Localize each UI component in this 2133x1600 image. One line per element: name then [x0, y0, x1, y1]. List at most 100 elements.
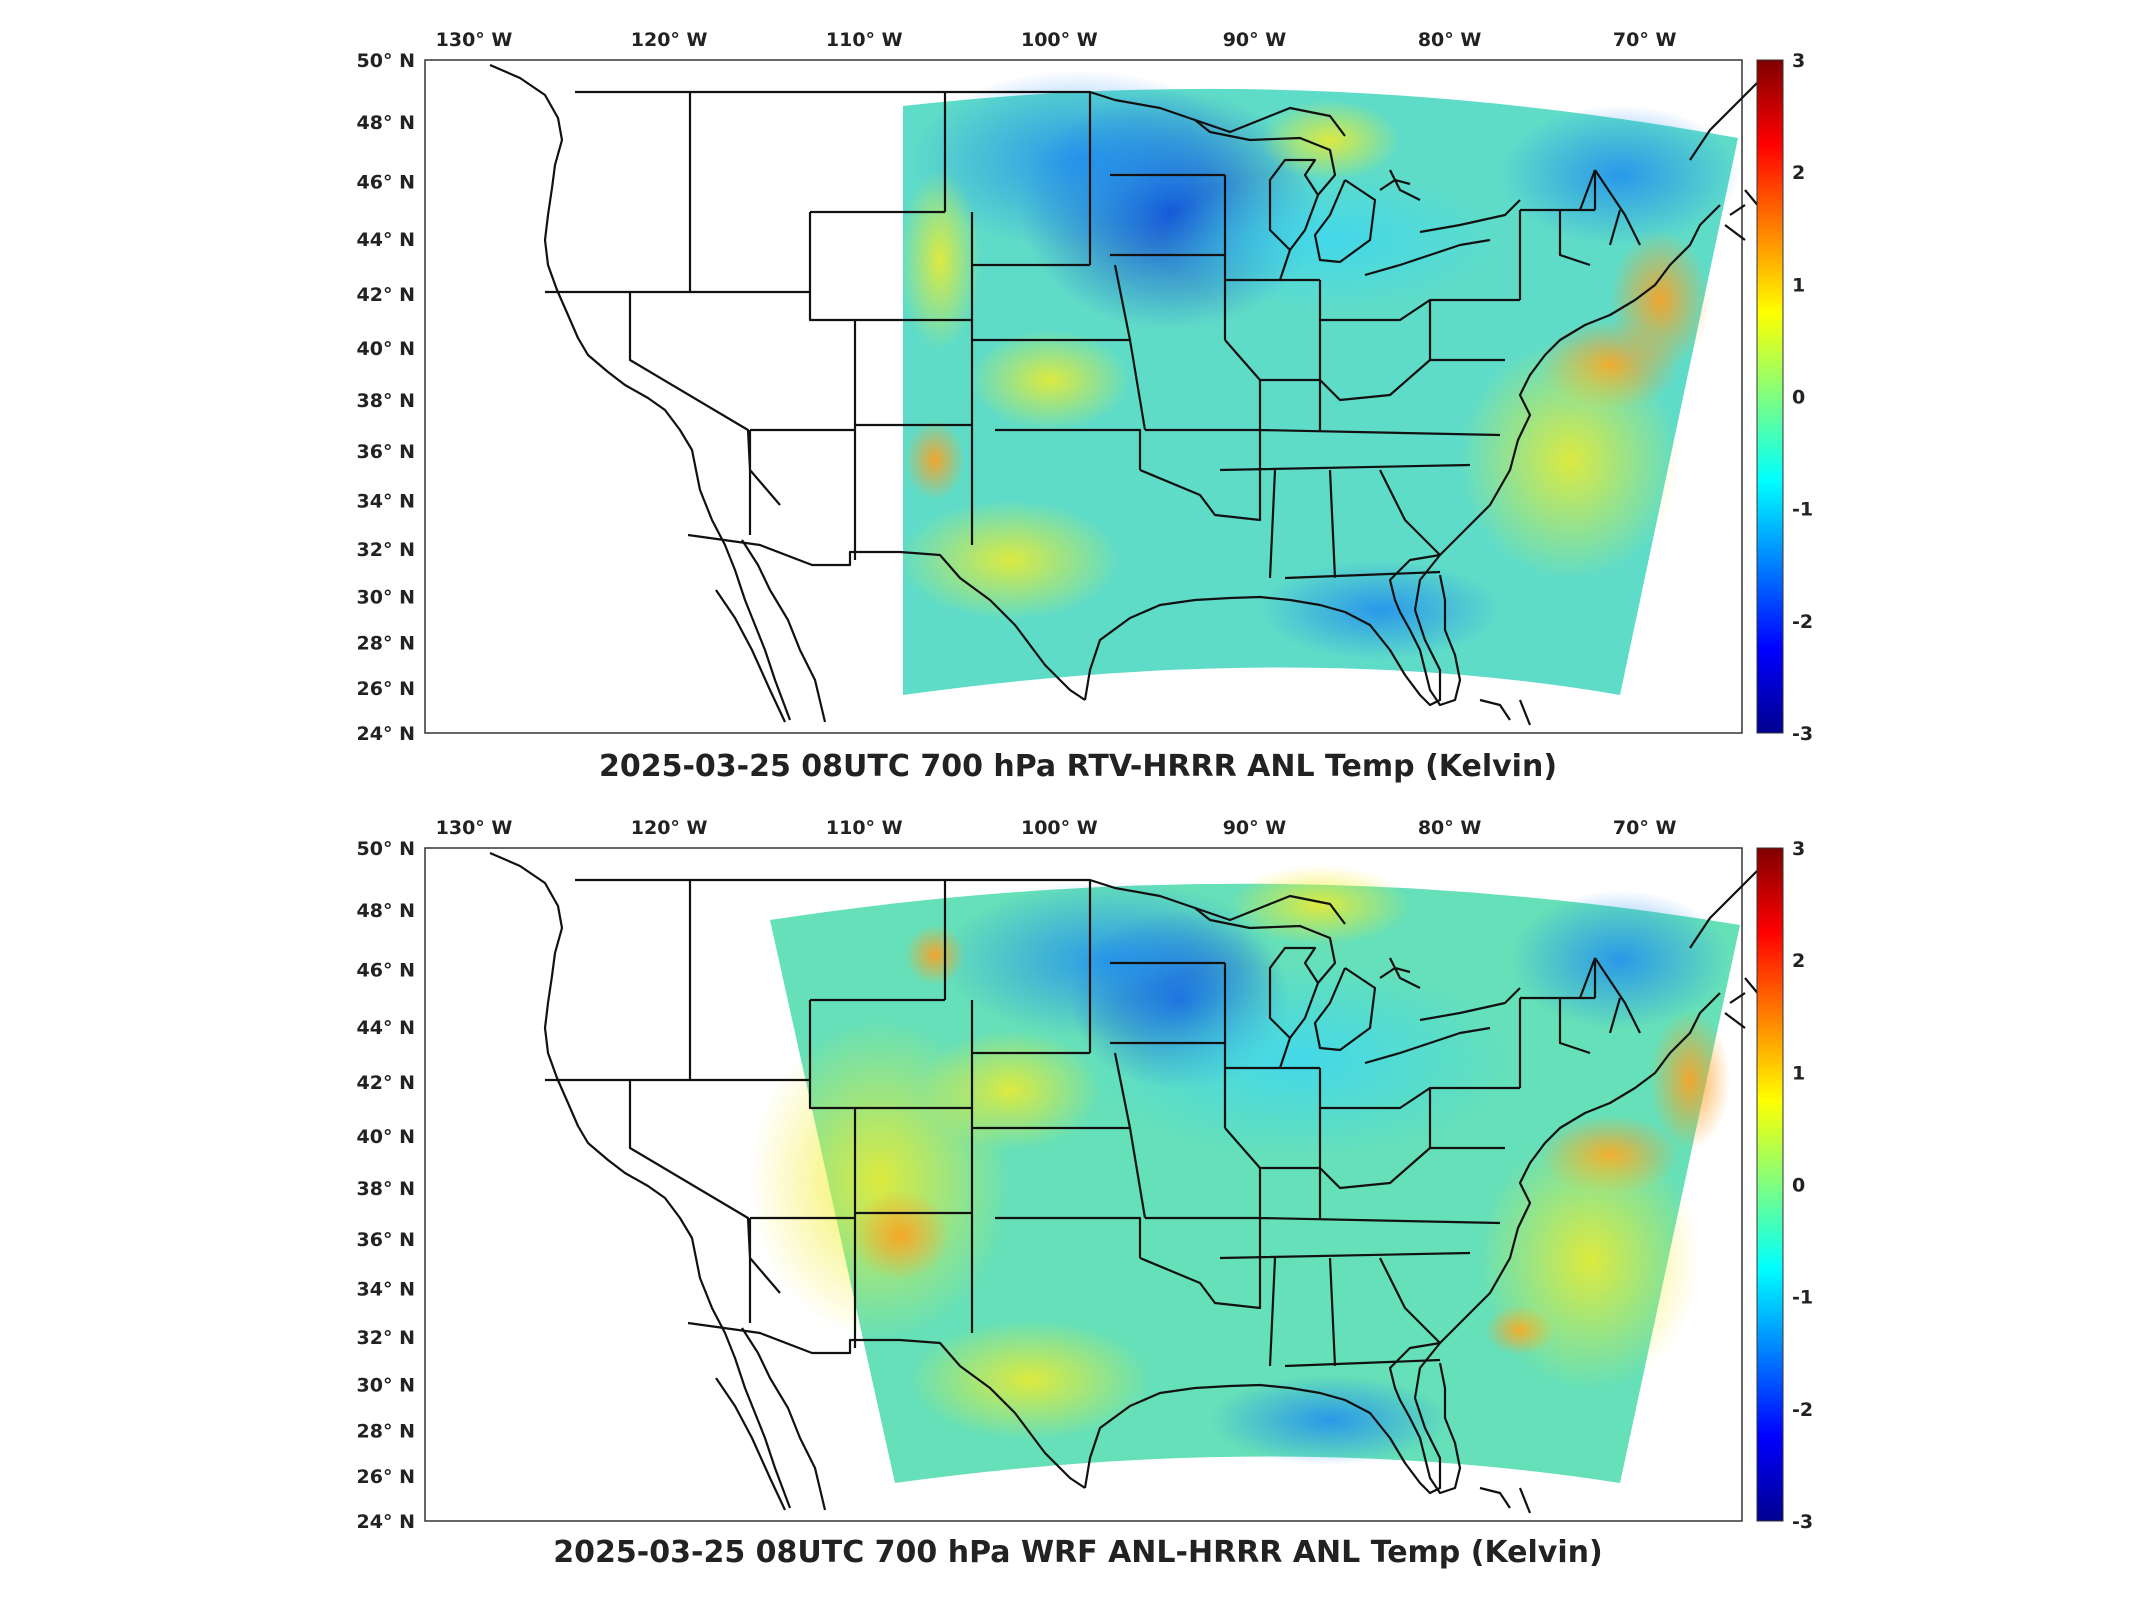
anomaly-cool [1160, 170, 1500, 310]
baja-coast-inner [715, 589, 786, 723]
colorbar-tick-label: -3 [1792, 1511, 1813, 1533]
lat-tick-label: 28° N [357, 1421, 415, 1443]
anomaly-warm [1610, 230, 1710, 370]
anomaly-yellow [1460, 340, 1680, 580]
lon-tick-label: 80° W [1418, 817, 1482, 839]
lat-tick-label: 36° N [357, 441, 415, 463]
east-coast [1413, 992, 1721, 1399]
colorbar-tick-label: 3 [1792, 838, 1805, 860]
lat-tick-label: 32° N [357, 1327, 415, 1349]
baja-coast [741, 539, 827, 723]
anomaly-yellow [970, 330, 1130, 430]
lon-tick-labels: 130° W 120° W 110° W 100° W 90° W 80° W 70° W [436, 29, 1677, 51]
lat-tick-label: 28° N [357, 633, 415, 655]
colorbar [1756, 59, 1784, 734]
baja-coast [741, 1327, 827, 1511]
lat-tick-label: 36° N [357, 1229, 415, 1251]
lon-tick-labels: 130° W 120° W 110° W 100° W 90° W 80° W 70° W [436, 817, 1677, 839]
anomaly-yellow [1230, 865, 1410, 945]
anomaly-cool [1500, 105, 1740, 245]
lat-tick-label: 32° N [357, 539, 415, 561]
lon-tick-label: 120° W [631, 29, 708, 51]
lat-tick-label: 42° N [357, 1072, 415, 1094]
lon-tick-label: 70° W [1613, 817, 1677, 839]
colorbar-tick-labels: 3 2 1 0 -1 -2 -3 [1792, 50, 1813, 745]
keys [1479, 698, 1532, 726]
great-lakes [1194, 119, 1521, 281]
lon-tick-label: 120° W [631, 817, 708, 839]
lon-tick-label: 100° W [1021, 817, 1098, 839]
maine-coast [1689, 79, 1761, 216]
lat-tick-label: 42° N [357, 284, 415, 306]
lon-tick-label: 70° W [1613, 29, 1677, 51]
colorbar-tick-label: 3 [1792, 50, 1805, 72]
lon-tick-label: 90° W [1223, 817, 1287, 839]
lat-tick-label: 24° N [357, 723, 415, 745]
border-us-mexico [687, 1321, 1086, 1489]
keys [1479, 1486, 1532, 1514]
border-us-canada [575, 878, 1346, 925]
colorbar-tick-label: 2 [1792, 162, 1805, 184]
coastline-west [489, 63, 792, 721]
florida [1388, 553, 1462, 707]
anomaly-warm [1650, 1010, 1730, 1150]
colorbar-tick-label: -3 [1792, 723, 1813, 745]
lat-tick-label: 24° N [357, 1511, 415, 1533]
lat-tick-labels: 50° N 48° N 46° N 44° N 42° N 40° N 38° N 36° N… [357, 50, 415, 745]
border-us-canada [575, 90, 1346, 137]
anomaly-cool [910, 70, 1250, 250]
lat-tick-label: 44° N [357, 1017, 415, 1039]
lon-tick-label: 90° W [1223, 29, 1287, 51]
lat-tick-label: 46° N [357, 171, 415, 193]
border-us-mexico [687, 533, 1086, 701]
panel-1: 130° W 120° W 110° W 100° W 90° W 80° W 70° W … [357, 29, 1814, 784]
anomaly-yellow [900, 500, 1120, 620]
colorbar-tick-label: -1 [1792, 499, 1813, 521]
colorbar-tick-label: -1 [1792, 1287, 1813, 1309]
colorbar-tick-label: 2 [1792, 950, 1805, 972]
boundaries [489, 851, 1761, 1514]
anomaly-cool [1260, 560, 1500, 660]
lon-tick-label: 80° W [1418, 29, 1482, 51]
boundaries [489, 63, 1761, 726]
colorbar-tick-label: 1 [1792, 1062, 1805, 1084]
panel-title: 2025-03-25 08UTC 700 hPa RTV-HRRR ANL Te… [599, 749, 1557, 784]
lat-tick-label: 40° N [357, 1126, 415, 1148]
colorbar-tick-label: -2 [1792, 611, 1813, 633]
lat-tick-label: 50° N [357, 50, 415, 72]
lat-tick-label: 26° N [357, 678, 415, 700]
colorbar-tick-label: 1 [1792, 274, 1805, 296]
east-coast [1413, 204, 1721, 611]
panel-title: 2025-03-25 08UTC 700 hPa WRF ANL-HRRR AN… [553, 1535, 1602, 1570]
lon-tick-label: 100° W [1021, 29, 1098, 51]
anomaly-warm [905, 420, 965, 500]
lat-tick-label: 48° N [357, 900, 415, 922]
anomaly-yellow [1480, 1130, 1700, 1390]
lat-tick-label: 48° N [357, 112, 415, 134]
anomaly-warm [850, 1190, 950, 1280]
lat-tick-label: 44° N [357, 229, 415, 251]
maine-coast [1689, 867, 1761, 1004]
state-lines [545, 92, 1641, 580]
anomaly-yellow [920, 1030, 1100, 1150]
coastline-west [489, 851, 792, 1509]
colorbar-tick-labels: 3 2 1 0 -1 -2 -3 [1792, 838, 1813, 1533]
colorbar-tick-label: 0 [1792, 1175, 1805, 1197]
colorbar [1756, 847, 1784, 1522]
lat-tick-label: 50° N [357, 838, 415, 860]
panel-2: 130° W 120° W 110° W 100° W 90° W 80° W 70° W … [357, 817, 1814, 1570]
lon-tick-label: 130° W [436, 29, 513, 51]
lat-tick-labels: 50° N 48° N 46° N 44° N 42° N 40° N 38° N 36° N… [357, 838, 415, 1533]
lon-tick-label: 110° W [826, 817, 903, 839]
anomaly-cool [1080, 960, 1520, 1160]
anomaly-yellow [900, 170, 980, 350]
lat-tick-label: 38° N [357, 1178, 415, 1200]
temperature-difference-field [750, 865, 1740, 1483]
anomaly-cool [1210, 1375, 1450, 1465]
lat-tick-label: 30° N [357, 586, 415, 608]
great-lakes [1194, 907, 1521, 1069]
lat-tick-label: 46° N [357, 959, 415, 981]
colorbar-tick-label: -2 [1792, 1399, 1813, 1421]
anomaly-warm [905, 925, 965, 985]
